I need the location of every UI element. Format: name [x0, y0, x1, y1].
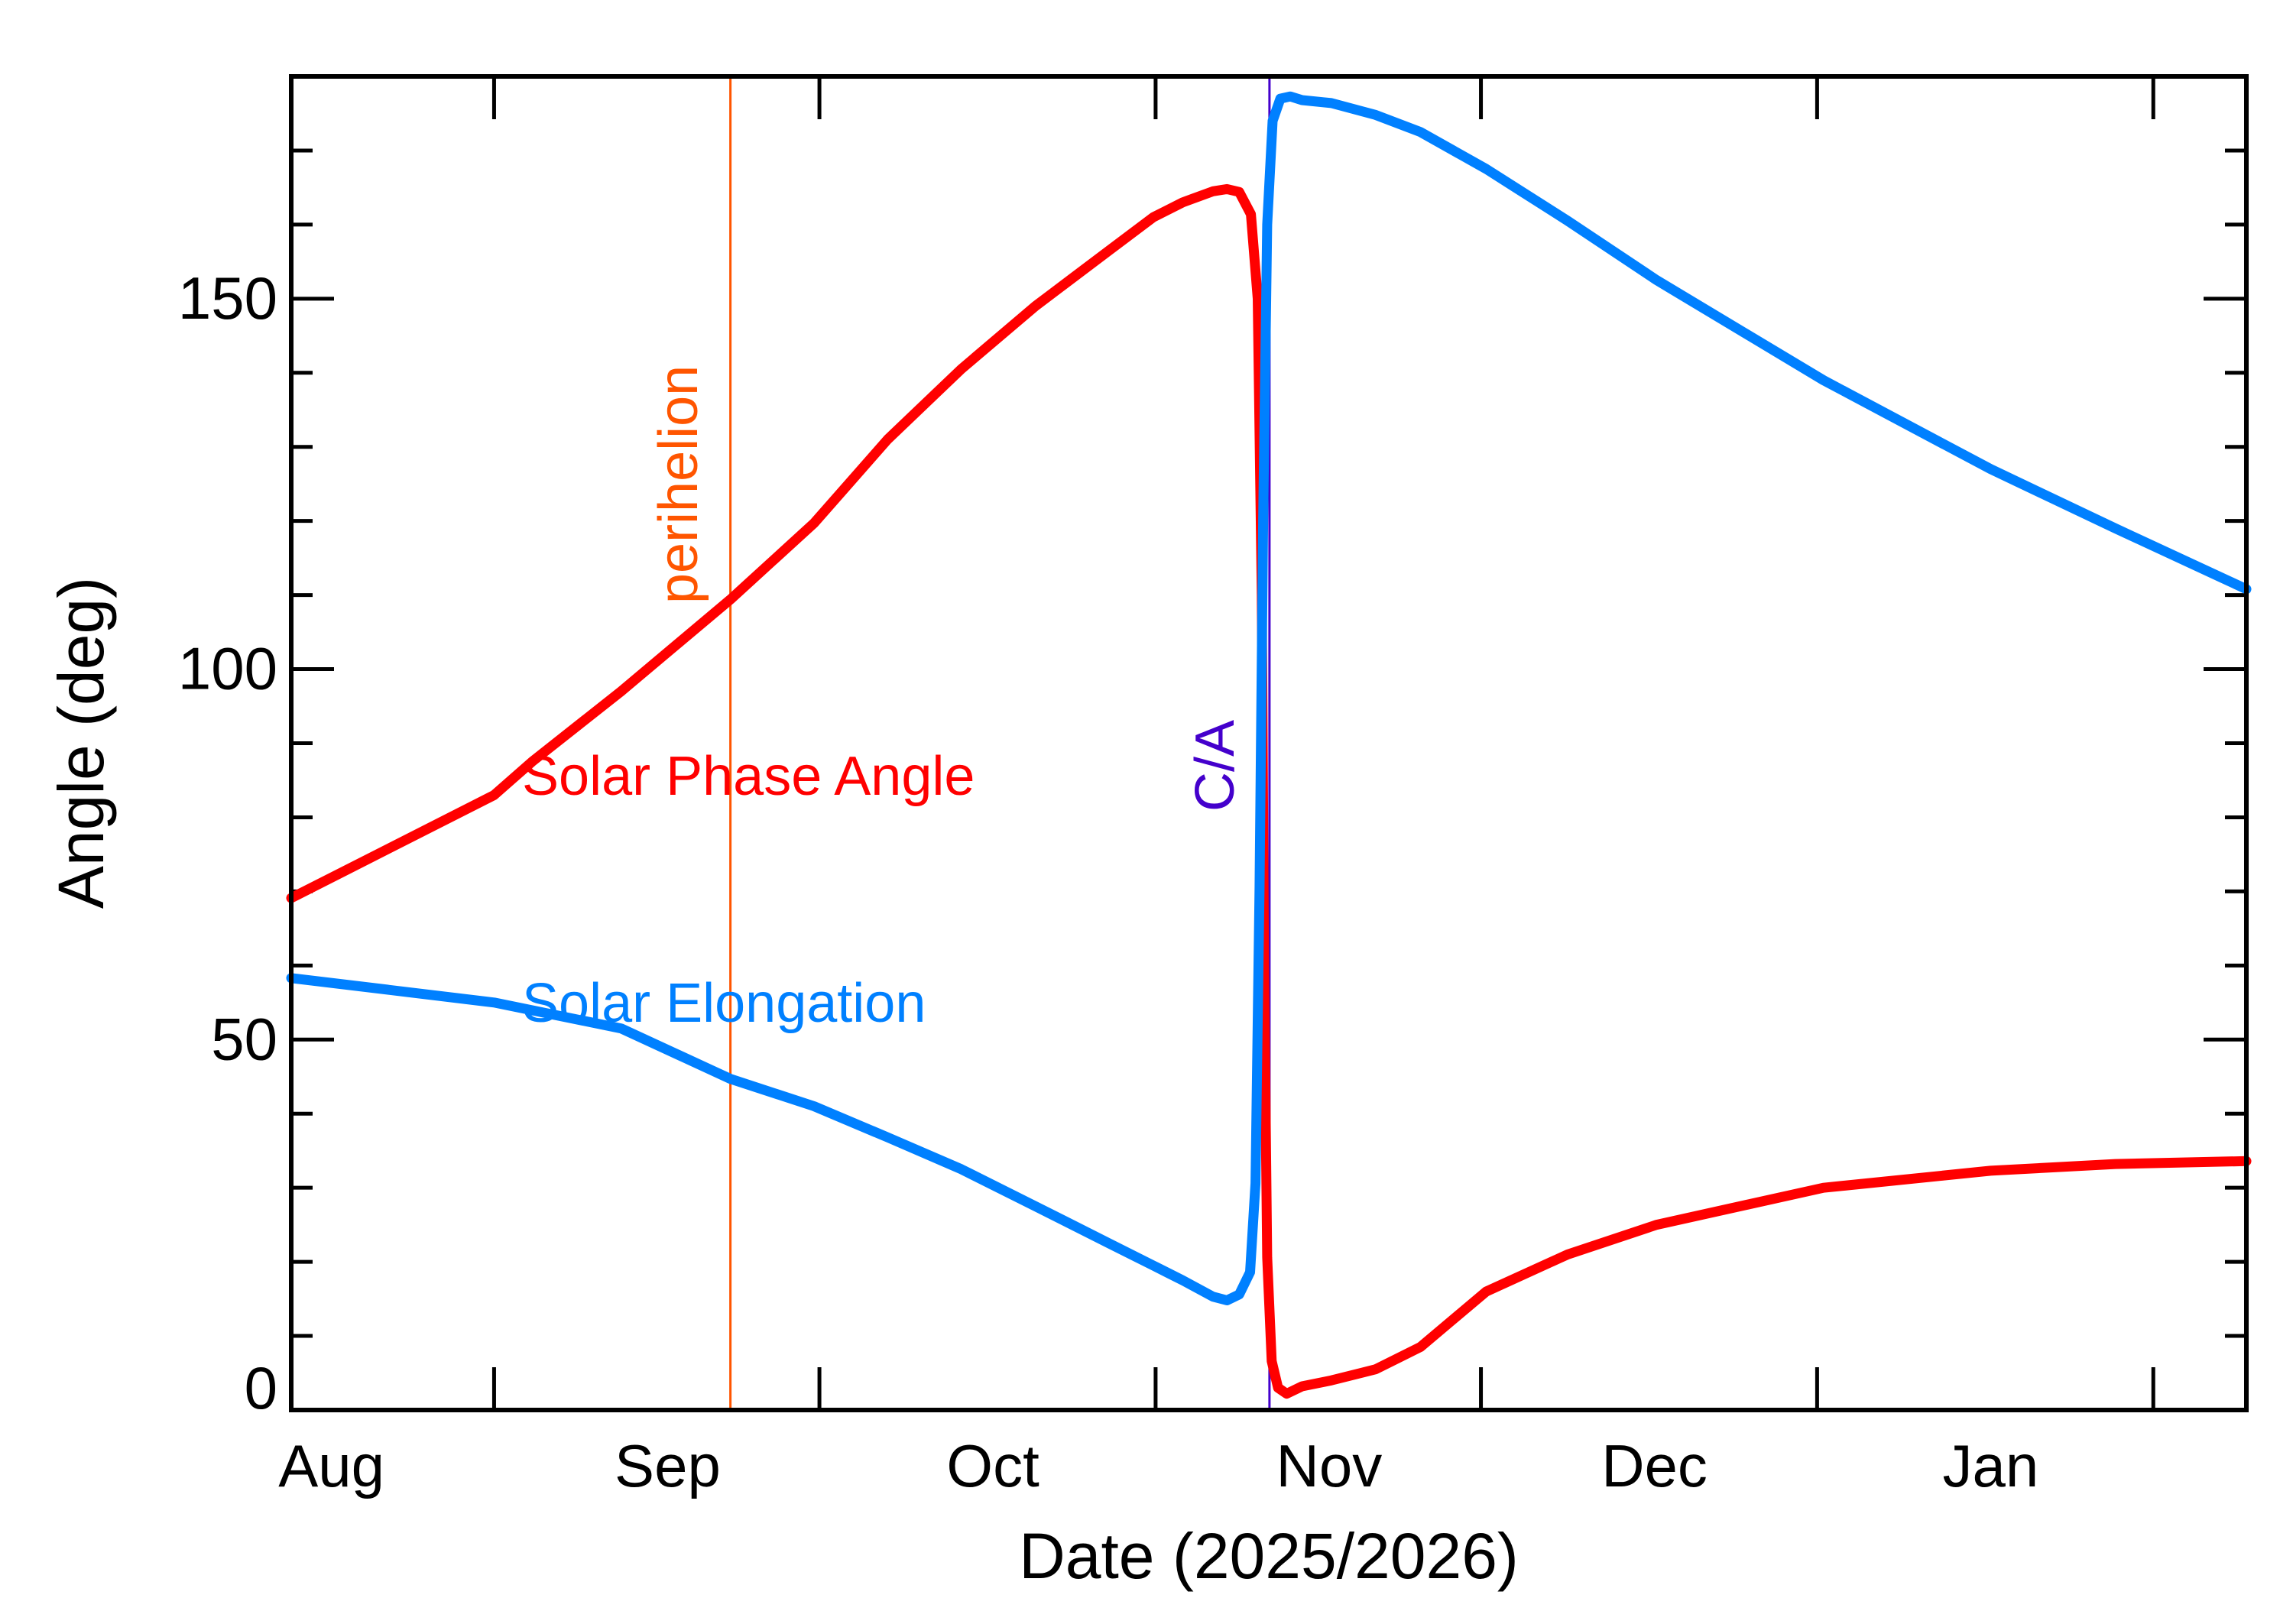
- y-axis-title: Angle (deg): [45, 577, 117, 909]
- series-lines: [286, 91, 2252, 1399]
- x-tick-label: Jan: [1943, 1432, 2039, 1499]
- series-label-phase-angle: Solar Phase Angle: [522, 746, 975, 807]
- series-label-elongation: Solar Elongation: [522, 973, 926, 1034]
- y-tick-label: 0: [245, 1354, 277, 1421]
- perihelion-label: perihelion: [648, 365, 709, 604]
- tick-labels: 0 50 100 150 Aug Sep Oct Nov Dec Jan: [178, 264, 2038, 1499]
- x-tick-label: Dec: [1601, 1432, 1708, 1499]
- ca-label: C/A: [1185, 720, 1246, 812]
- y-tick-label: 50: [211, 1005, 277, 1072]
- y-tick-label: 100: [178, 635, 277, 702]
- x-tick-label: Oct: [946, 1432, 1039, 1499]
- plot-frame: [289, 74, 2249, 1412]
- series-line-solar-elongation: [286, 91, 2252, 1305]
- x-axis-title: Date (2025/2026): [1019, 1520, 1519, 1592]
- x-tick-label: Nov: [1276, 1432, 1383, 1499]
- x-tick-label: Aug: [278, 1432, 384, 1499]
- y-tick-label: 150: [178, 264, 277, 332]
- x-tick-label: Sep: [615, 1432, 721, 1499]
